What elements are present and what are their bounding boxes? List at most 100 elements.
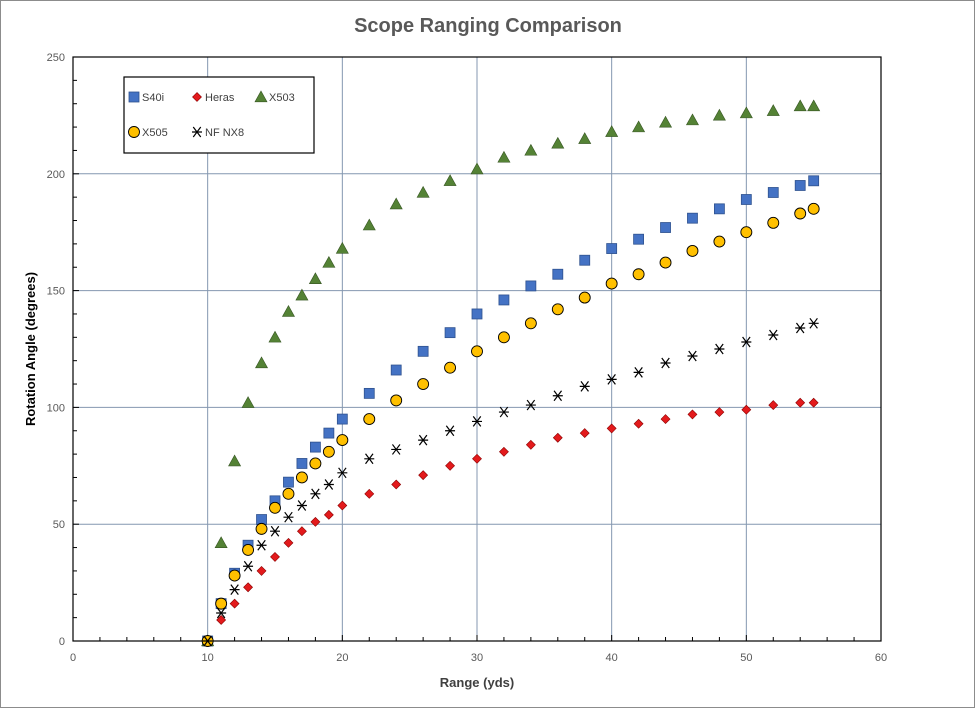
heras-point — [525, 439, 536, 450]
x505-point — [215, 597, 228, 610]
s40i-point — [579, 254, 591, 266]
nf-nx8-point — [337, 467, 348, 479]
nf-nx8-point — [418, 434, 429, 446]
nf-nx8-point — [256, 539, 267, 551]
legend-marker-x505 — [128, 126, 140, 138]
x503-point — [551, 136, 565, 149]
heras-point — [310, 516, 321, 527]
heras-point — [216, 615, 227, 625]
x505-point — [740, 226, 753, 239]
x505-point — [524, 317, 537, 330]
x503-point — [416, 185, 430, 198]
x505-point — [659, 256, 672, 269]
x505-point — [497, 331, 510, 344]
x505-point — [390, 394, 403, 407]
heras-point — [795, 397, 806, 408]
x505-point — [686, 244, 699, 257]
heras-point — [768, 400, 779, 410]
x503-point — [443, 174, 457, 186]
data-points — [201, 99, 821, 647]
heras-point — [418, 470, 429, 481]
x505-point — [807, 202, 820, 215]
y-tick-label: 0 — [59, 636, 65, 648]
s40i-point — [767, 187, 779, 198]
x503-point — [389, 197, 403, 210]
heras-point — [714, 407, 725, 417]
s40i-point — [660, 222, 671, 233]
heras-point — [391, 479, 402, 490]
x505-point — [713, 235, 726, 248]
heras-point — [364, 488, 375, 499]
s40i-point — [808, 175, 820, 187]
x503-point — [362, 218, 376, 231]
x-tick-label: 10 — [202, 652, 214, 664]
y-axis-label: Rotation Angle (degrees) — [23, 272, 38, 426]
s40i-point — [390, 364, 402, 376]
nf-nx8-point — [660, 357, 671, 369]
heras-point — [499, 446, 509, 457]
legend-label-x505: X505 — [142, 127, 168, 139]
nf-nx8-point — [216, 607, 227, 619]
axis-ticks: 0 10 20 30 40 50 60 0 50 100 150 200 250 — [47, 52, 887, 664]
s40i-point — [552, 268, 564, 280]
heras-point — [552, 432, 563, 443]
y-tick-label: 100 — [47, 402, 65, 414]
x503-point — [322, 255, 336, 268]
x503-point — [793, 99, 807, 112]
x503-point — [214, 536, 228, 548]
legend-label-heras: Heras — [205, 92, 235, 104]
x-tick-label: 50 — [740, 652, 752, 664]
s40i-point — [336, 413, 348, 425]
x503-point — [659, 115, 673, 128]
x503-point — [739, 106, 753, 119]
x505-point — [309, 457, 322, 470]
heras-point — [445, 460, 455, 471]
nf-nx8-point — [445, 425, 456, 437]
nf-nx8-point — [579, 381, 590, 392]
x503-point — [281, 305, 295, 317]
heras-point — [323, 509, 334, 520]
x503-point — [268, 330, 282, 343]
x505-point — [295, 471, 308, 484]
legend-box — [123, 76, 315, 154]
heras-point — [660, 414, 671, 425]
s40i-point — [309, 441, 321, 453]
x-axis-label: Range (yds) — [440, 675, 514, 690]
legend-label-nf-nx8: NF NX8 — [205, 127, 244, 139]
nf-nx8-point — [687, 350, 698, 362]
x505-point — [228, 569, 241, 582]
x505-point — [322, 445, 335, 458]
legend-marker-nf-nx8 — [192, 126, 202, 138]
y-tick-label: 150 — [47, 286, 65, 298]
nf-nx8-point — [283, 511, 294, 523]
heras-point — [337, 500, 348, 511]
x505-point — [632, 268, 645, 281]
s40i-point — [444, 327, 456, 339]
x-tick-label: 40 — [606, 652, 618, 664]
x505-point — [242, 543, 255, 556]
x503-point — [308, 272, 322, 285]
legend-marker-s40i — [128, 91, 140, 103]
heras-point — [256, 565, 267, 576]
nf-nx8-point — [795, 322, 806, 334]
x503-point — [497, 150, 511, 163]
x505-point — [282, 487, 295, 500]
x503-point — [228, 454, 242, 467]
nf-nx8-point — [391, 444, 402, 455]
heras-point — [229, 598, 240, 609]
x505-point — [444, 361, 457, 374]
x505-point — [269, 501, 281, 514]
s40i-point — [323, 427, 335, 439]
x503-point — [807, 99, 821, 112]
nf-nx8-point — [525, 399, 536, 411]
x505-point — [578, 291, 591, 304]
x505-point — [363, 413, 376, 426]
x505-point — [417, 378, 430, 390]
x503-point — [605, 125, 619, 137]
s40i-point — [363, 387, 375, 399]
y-tick-label: 200 — [47, 169, 65, 181]
legend-marker-heras — [192, 92, 202, 102]
s40i-point — [714, 203, 725, 215]
heras-point — [633, 418, 644, 429]
